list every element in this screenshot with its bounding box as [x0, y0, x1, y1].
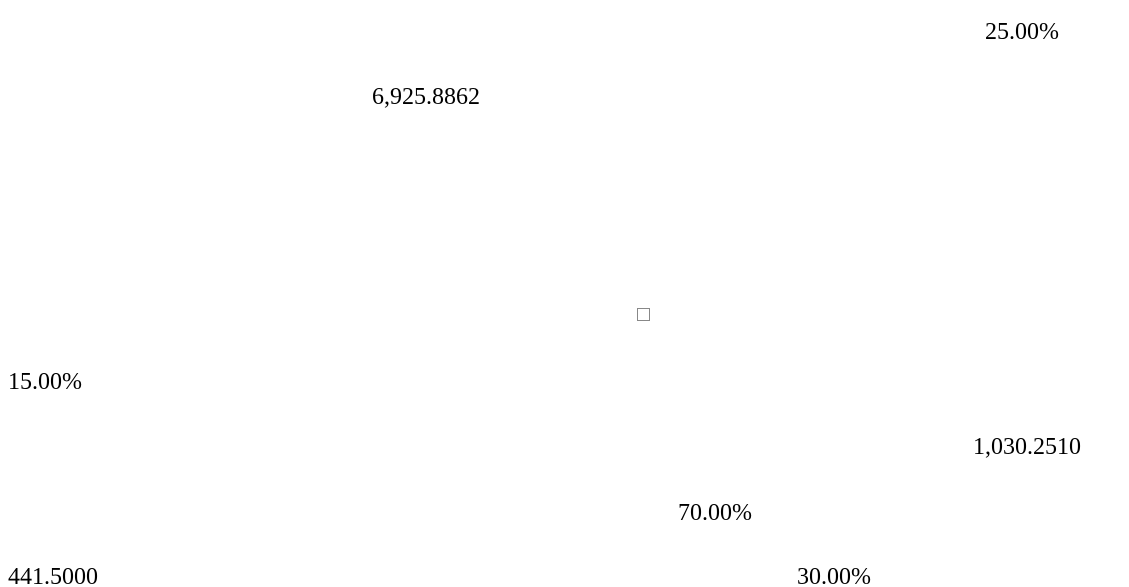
value-text: 441.5000 — [8, 564, 98, 587]
checkbox[interactable] — [637, 308, 650, 321]
value-text: 15.00% — [8, 369, 82, 395]
value-text: 70.00% — [678, 500, 752, 526]
value-text: 30.00% — [797, 564, 871, 587]
value-text: 1,030.2510 — [973, 434, 1081, 460]
value-text: 6,925.8862 — [372, 84, 480, 110]
value-text: 25.00% — [985, 19, 1059, 45]
